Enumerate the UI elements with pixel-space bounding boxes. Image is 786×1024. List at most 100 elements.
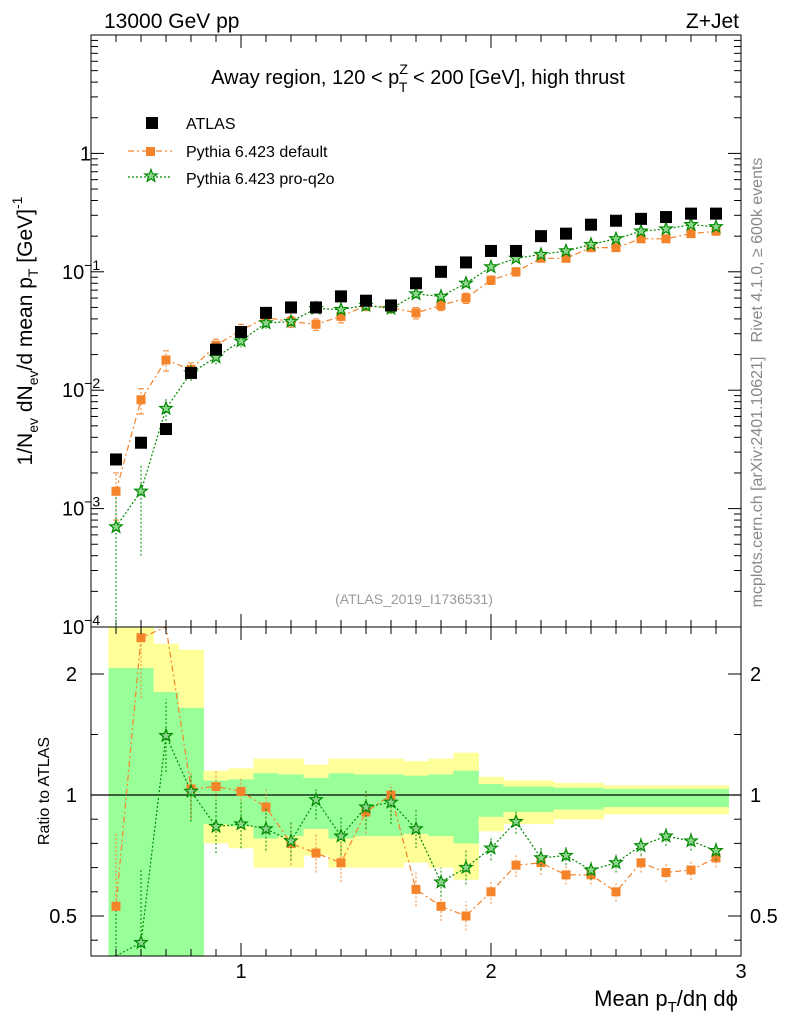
ratio-pythia-proq2o-point [583,861,599,877]
legend: ATLAS Pythia 6.423 default Pythia 6.423 … [128,116,335,188]
main-y-tick-label-exp: −3 [84,494,100,510]
header-left-label: 13000 GeV pp [104,10,239,33]
ratio-pythia-default-point [236,786,246,796]
ratio-pythia-default-point [136,633,146,643]
main-y-tick-label-base: 10 [62,499,84,521]
pythia-proq2o-point [583,236,599,252]
ratio-pythia-default-point [336,858,346,868]
pythia-default-point [636,234,646,244]
ratio-y-tick-label-right: 1 [750,785,761,807]
ratio-pythia-default-point [561,870,571,880]
atlas-data-point [535,230,547,243]
pythia-proq2o-point [558,242,574,258]
atlas-data-point [135,436,147,449]
legend-marker-pythia-default [146,147,155,156]
atlas-data-point [360,294,372,307]
ratio-pythia-proq2o-point [558,847,574,863]
atlas-data-point [335,290,347,303]
analysis-watermark: (ATLAS_2019_I1736531) [335,591,493,607]
title-sup: Z [399,61,408,77]
atlas-data-point [435,265,447,278]
ratio-pythia-proq2o-point [508,813,524,829]
atlas-data-point [210,343,222,356]
ratio-pythia-default-point [411,884,421,894]
ratio-pythia-default-point [311,848,321,858]
chart-title: Away region, 120 < pZ T < 200 [GeV], high… [211,61,625,95]
atlas-data-point [160,423,172,436]
rivet-version-label: Rivet 4.1.0, ≥ 600k events [749,158,766,343]
ratio-band-green [578,787,604,810]
ratio-y-tick-label-right: 0.5 [750,906,778,928]
ratio-band-green [628,788,654,808]
atlas-data-point [510,244,522,257]
main-y-tick-label-base: 10 [62,380,84,402]
title-post: < 200 [GeV], high thrust [407,67,625,89]
ratio-y-tick-label-left: 0.5 [49,906,77,928]
atlas-data-point [235,326,247,339]
pythia-default-point [536,253,546,263]
pythia-proq2o-point [483,258,499,274]
pythia-default-point [311,319,321,329]
main-y-tick-label-exp: −4 [84,612,100,628]
pythia-default-point [561,253,571,263]
pythia-proq2o-point [433,288,449,303]
ratio-y-tick-label-left: 1 [66,785,77,807]
ratio-band-green [603,788,629,808]
ratio-pythia-default-point [111,901,121,911]
ratio-panel: 0.5 0.5 1 1 2 2 1 2 3 [49,626,778,983]
pythia-default-point [486,275,496,285]
main-y-axis-label: 1/Nev dNev/d mean pT [GeV]-1 [9,196,41,465]
pythia-proq2o-point [283,313,299,329]
ratio-band-green [453,770,479,844]
main-y-tick-label-base: 10 [62,617,84,639]
ratio-pythia-default-point [261,802,271,812]
ratio-pythia-proq2o-point [183,783,199,798]
pythia-default-point [661,234,671,244]
x-axis-label: Mean pT/dη dϕ [594,986,738,1016]
ratio-band-green [528,786,554,812]
ratio-pythia-proq2o-point [258,820,274,836]
main-series [108,207,724,627]
main-y-tick-label-base: 10 [62,262,84,284]
ratio-band-green [428,774,454,837]
main-y-tick-label: 10−3 [62,494,100,521]
pythia-proq2o-point [258,314,274,330]
ratio-pythia-proq2o-point [208,818,224,834]
atlas-data-point [285,301,297,314]
pythia-default-point [686,229,696,239]
main-y-tick-label: 1 [80,143,91,165]
legend-marker-atlas [146,117,158,129]
main-y-tick-label: 10−4 [62,612,100,639]
pythia-default-point [461,293,471,303]
atlas-data-point [685,207,697,220]
ratio-pythia-proq2o-point [483,839,499,855]
ratio-pythia-proq2o-point [133,934,149,950]
title-sub: T [399,79,408,95]
legend-marker-pythia-proq2o [143,167,159,183]
pythia-proq2o-point [108,518,124,534]
ratio-band-green [653,788,679,808]
atlas-data-point [460,256,472,269]
x-axis-label-sub: T [668,999,677,1016]
ratio-pythia-proq2o-point [708,842,724,858]
ratio-pythia-proq2o-point [283,832,299,848]
pythia-proq2o-point [708,218,724,234]
atlas-data-point [485,244,497,257]
atlas-data-point [260,306,272,319]
x-axis-label-post: /dη dϕ [677,986,738,1011]
pythia-proq2o-point [608,230,624,246]
ratio-pythia-proq2o-point [158,727,174,743]
atlas-data-point [310,301,322,314]
ratio-pythia-proq2o-point [233,815,249,831]
ratio-band-green [678,788,704,808]
ratio-pythia-default-point [211,782,221,792]
ratio-band-green [703,788,729,808]
pythia-proq2o-point [333,301,349,317]
ratio-band-green [108,667,129,956]
ratio-y-tick-label-right: 2 [750,664,761,686]
pythia-default-point [161,355,171,365]
ratio-band-green [478,784,504,817]
pythia-proq2o-point [233,332,249,348]
x-tick-label: 3 [735,961,746,983]
main-y-tick-label-base: 1 [80,143,91,165]
